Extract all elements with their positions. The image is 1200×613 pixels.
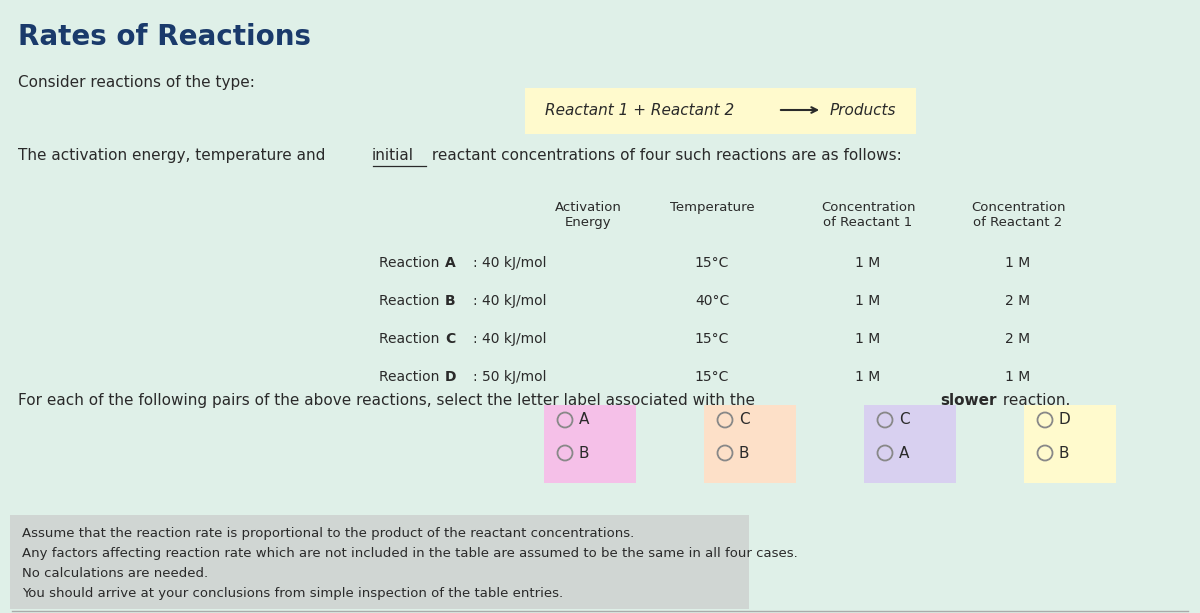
Text: : 40 kJ/mol: : 40 kJ/mol xyxy=(473,256,546,270)
Text: : 50 kJ/mol: : 50 kJ/mol xyxy=(473,370,546,384)
Text: 2 M: 2 M xyxy=(1006,332,1031,346)
Text: Assume that the reaction rate is proportional to the product of the reactant con: Assume that the reaction rate is proport… xyxy=(22,527,635,540)
Text: initial: initial xyxy=(372,148,414,163)
FancyBboxPatch shape xyxy=(544,405,636,483)
Text: Reaction: Reaction xyxy=(379,256,444,270)
Text: B: B xyxy=(1060,446,1069,460)
FancyBboxPatch shape xyxy=(1024,405,1116,483)
FancyBboxPatch shape xyxy=(10,515,749,609)
Text: Consider reactions of the type:: Consider reactions of the type: xyxy=(18,75,254,90)
Text: 1 M: 1 M xyxy=(856,370,881,384)
Text: C: C xyxy=(445,332,455,346)
Text: The activation energy, temperature and: The activation energy, temperature and xyxy=(18,148,330,163)
Text: 1 M: 1 M xyxy=(856,332,881,346)
Text: slower: slower xyxy=(940,393,996,408)
Text: A: A xyxy=(445,256,456,270)
Text: D: D xyxy=(445,370,456,384)
Text: 1 M: 1 M xyxy=(1006,370,1031,384)
Text: 2 M: 2 M xyxy=(1006,294,1031,308)
Text: C: C xyxy=(739,413,750,427)
Text: Activation
Energy: Activation Energy xyxy=(554,201,622,229)
Text: B: B xyxy=(739,446,750,460)
Text: 1 M: 1 M xyxy=(856,256,881,270)
Text: For each of the following pairs of the above reactions, select the letter label : For each of the following pairs of the a… xyxy=(18,393,760,408)
Text: reaction.: reaction. xyxy=(998,393,1070,408)
Text: Reaction: Reaction xyxy=(379,294,444,308)
Text: Reactant 1 + Reactant 2: Reactant 1 + Reactant 2 xyxy=(545,102,734,118)
Text: reactant concentrations of four such reactions are as follows:: reactant concentrations of four such rea… xyxy=(427,148,901,163)
Text: D: D xyxy=(1060,413,1070,427)
Text: B: B xyxy=(445,294,456,308)
Text: Concentration
of Reactant 1: Concentration of Reactant 1 xyxy=(821,201,916,229)
FancyBboxPatch shape xyxy=(864,405,956,483)
FancyBboxPatch shape xyxy=(704,405,796,483)
Text: : 40 kJ/mol: : 40 kJ/mol xyxy=(473,294,546,308)
Text: Reaction: Reaction xyxy=(379,332,444,346)
Text: No calculations are needed.: No calculations are needed. xyxy=(22,567,208,580)
Text: 1 M: 1 M xyxy=(1006,256,1031,270)
Text: You should arrive at your conclusions from simple inspection of the table entrie: You should arrive at your conclusions fr… xyxy=(22,587,563,600)
Text: 40°C: 40°C xyxy=(695,294,730,308)
Text: B: B xyxy=(578,446,589,460)
Text: Rates of Reactions: Rates of Reactions xyxy=(18,23,311,51)
Text: 15°C: 15°C xyxy=(695,332,730,346)
Text: A: A xyxy=(578,413,589,427)
Text: Reaction: Reaction xyxy=(379,370,444,384)
Text: Concentration
of Reactant 2: Concentration of Reactant 2 xyxy=(971,201,1066,229)
Text: 1 M: 1 M xyxy=(856,294,881,308)
Text: A: A xyxy=(899,446,910,460)
FancyBboxPatch shape xyxy=(526,88,916,134)
Text: 15°C: 15°C xyxy=(695,370,730,384)
Text: Any factors affecting reaction rate which are not included in the table are assu: Any factors affecting reaction rate whic… xyxy=(22,547,798,560)
Text: C: C xyxy=(899,413,910,427)
Text: 15°C: 15°C xyxy=(695,256,730,270)
Text: Temperature: Temperature xyxy=(670,201,755,214)
Text: : 40 kJ/mol: : 40 kJ/mol xyxy=(473,332,546,346)
Text: Products: Products xyxy=(830,102,896,118)
